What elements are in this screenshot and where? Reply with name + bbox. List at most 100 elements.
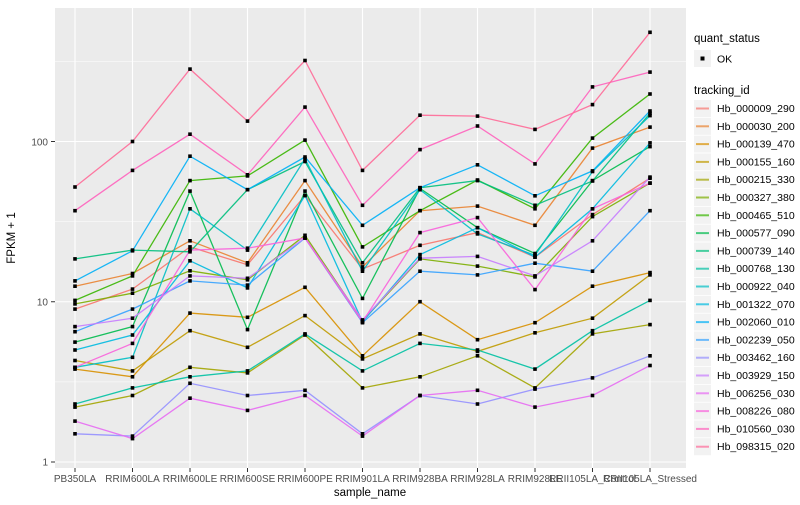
data-point [360, 432, 365, 436]
data-point [130, 386, 135, 390]
data-point [303, 58, 307, 63]
data-point [590, 214, 595, 219]
legend-item-label: Hb_003929_150 [717, 370, 795, 382]
data-point [245, 276, 250, 281]
data-point [418, 341, 422, 346]
y-axis-title: FPKM + 1 [6, 212, 18, 263]
data-point [418, 269, 422, 273]
data-point [360, 320, 365, 324]
data-point [303, 105, 307, 109]
data-point [533, 203, 537, 208]
data-point [418, 375, 422, 379]
data-point [590, 393, 595, 398]
legend-item-Hb_000215_330: Hb_000215_330 [694, 171, 795, 189]
data-point [590, 169, 595, 173]
data-point [418, 256, 422, 260]
legend-item-Hb_000768_130: Hb_000768_130 [694, 260, 795, 278]
legend-item-Hb_000465_510: Hb_000465_510 [694, 206, 795, 224]
data-point [360, 267, 365, 271]
data-point [533, 223, 537, 228]
data-point [590, 102, 595, 107]
data-point [130, 434, 135, 438]
data-point [73, 257, 77, 261]
legend-item-Hb_000009_290: Hb_000009_290 [694, 100, 795, 117]
legend-item-label: Hb_000139_470 [717, 139, 795, 151]
x-tick-label: RRIM928LE [508, 474, 563, 485]
data-point [73, 329, 77, 334]
data-point [303, 285, 307, 290]
x-tick-label: RRIM928BA [392, 474, 448, 485]
data-point [245, 263, 250, 267]
data-point [188, 269, 192, 273]
data-point [245, 119, 250, 123]
legend-item-Hb_000030_200: Hb_000030_200 [694, 117, 795, 135]
data-point [360, 261, 365, 265]
data-point [245, 286, 250, 290]
data-point [475, 254, 480, 259]
data-point [533, 287, 537, 292]
legend-item-label: Hb_002239_050 [717, 334, 795, 346]
data-point [360, 386, 365, 390]
data-point [533, 405, 537, 409]
data-point [303, 233, 307, 238]
data-point [648, 144, 652, 149]
legend-item-label: Hb_008226_080 [717, 406, 795, 418]
data-point [73, 402, 77, 406]
legend-item-label: Hb_002060_010 [717, 317, 795, 329]
legend: quant_status OK tracking_id Hb_000009_29… [694, 33, 795, 456]
data-point [648, 175, 652, 179]
data-point [73, 365, 77, 370]
data-point [648, 30, 652, 35]
data-point [188, 189, 192, 193]
data-point [648, 113, 652, 118]
data-point [245, 369, 250, 373]
data-point [475, 178, 480, 183]
legend-item-Hb_000155_160: Hb_000155_160 [694, 153, 795, 171]
data-point [648, 109, 652, 113]
data-point [73, 340, 77, 344]
data-point [475, 388, 480, 393]
data-point [303, 155, 307, 159]
data-point [533, 127, 537, 132]
data-point [590, 328, 595, 333]
legend-item-Hb_002239_050: Hb_002239_050 [694, 331, 795, 349]
y-tick-label-1: 1 [42, 458, 48, 469]
data-point [245, 246, 250, 250]
data-point [360, 369, 365, 373]
legend-item-Hb_003462_160: Hb_003462_160 [694, 349, 795, 367]
legend-item-label: Hb_000030_200 [717, 121, 795, 133]
data-point [188, 279, 192, 283]
data-point [418, 252, 422, 257]
data-point [303, 178, 307, 183]
data-point [648, 125, 652, 129]
data-point [360, 265, 365, 269]
data-point [245, 261, 250, 265]
data-point [73, 298, 77, 303]
data-point [533, 387, 537, 391]
data-point [245, 187, 250, 192]
data-point [475, 124, 480, 128]
legend-item-Hb_002060_010: Hb_002060_010 [694, 313, 795, 331]
data-point [245, 345, 250, 350]
legend-item-Hb_000327_380: Hb_000327_380 [694, 189, 795, 206]
data-point [360, 269, 365, 273]
data-point [475, 215, 480, 220]
data-point [303, 313, 307, 318]
legend-item-label: Hb_000155_160 [717, 156, 795, 168]
y-tick-label-10: 10 [37, 298, 49, 309]
legend-item-label: Hb_000768_130 [717, 263, 795, 275]
data-point [303, 138, 307, 142]
data-point [188, 375, 192, 379]
x-tick-label: RRIM600LA [105, 474, 160, 485]
data-point [360, 296, 365, 301]
data-point [533, 194, 537, 198]
data-point [648, 270, 652, 275]
data-point [245, 315, 250, 320]
data-point [590, 146, 595, 150]
x-tick-label: RRIM928LA [450, 474, 505, 485]
data-point [590, 239, 595, 243]
data-point [590, 136, 595, 140]
legend-item-Hb_003929_150: Hb_003929_150 [694, 367, 795, 384]
